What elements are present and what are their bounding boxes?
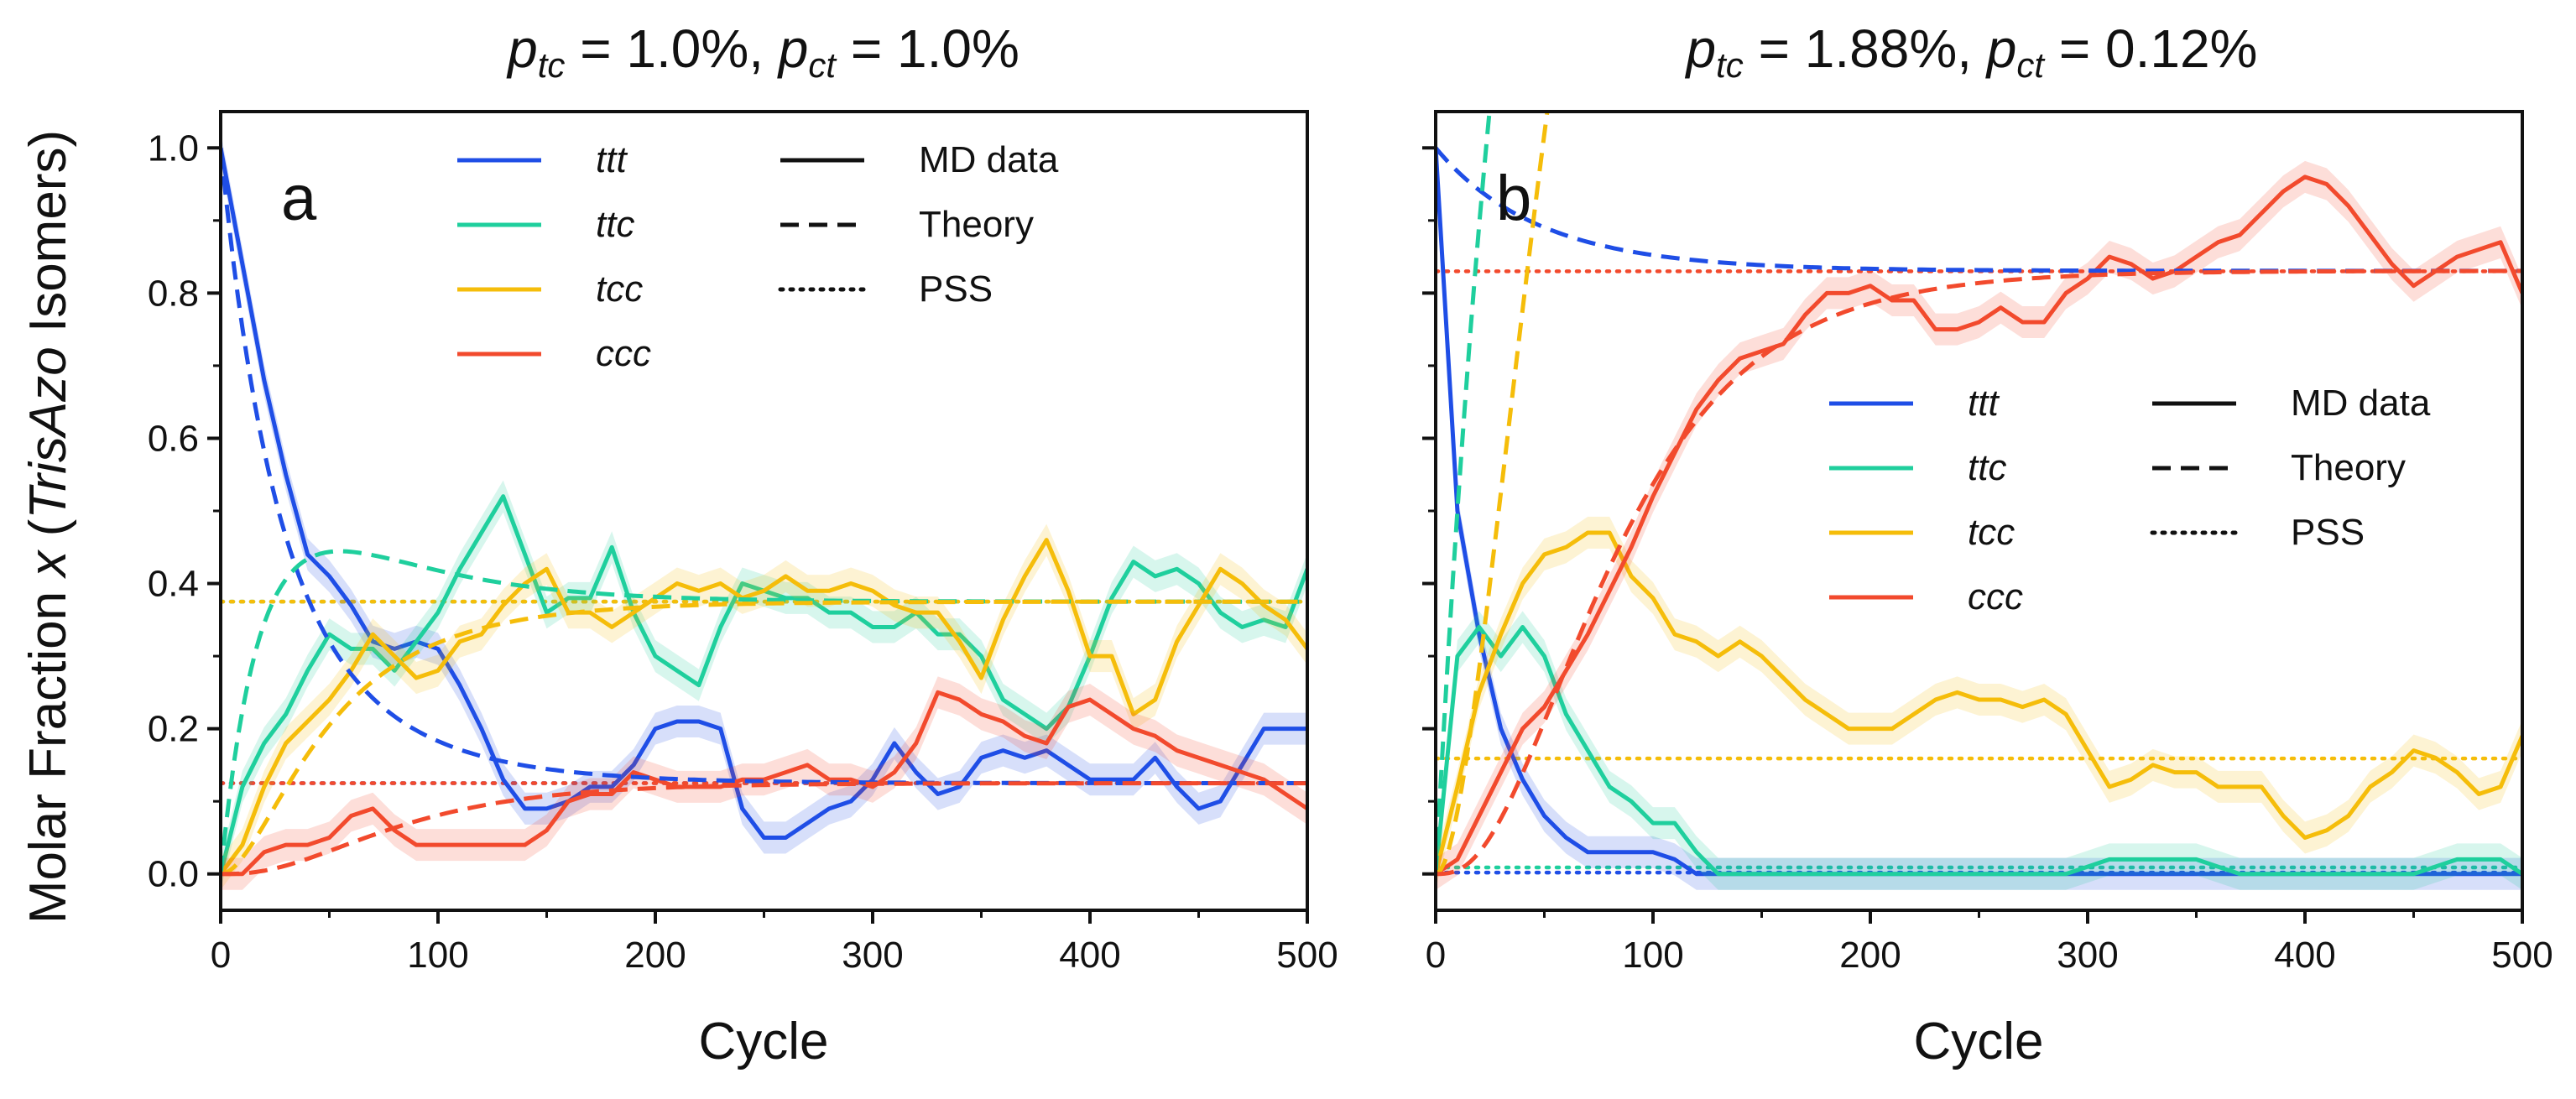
panel-b-title: ptc = 1.88%, pct = 0.12% [1685, 18, 2258, 85]
panel-b-x-axis-label: Cycle [1913, 1013, 2043, 1070]
panel-a: ptc = 1.0%, pct = 1.0% 0 100 200 300 400 5000… [148, 18, 1338, 1070]
y-tick-label: 0.4 [148, 564, 199, 605]
x-tick-label: 300 [2057, 935, 2118, 976]
x-tick-label: 100 [407, 935, 468, 976]
md-band-ccc [1436, 160, 2522, 890]
y-axis-label: Molar Fraction x (TrisAzo Isomers) [19, 130, 77, 924]
legend-label-tcc: tcc [596, 268, 643, 310]
x-tick-label: 0 [1426, 935, 1446, 976]
md-line-tcc [221, 538, 1307, 876]
theory-line-tcc [1436, 112, 1550, 876]
x-tick-label: 500 [2491, 935, 2553, 976]
legend-label-ttc: ttc [596, 204, 634, 245]
legend-label-ttc: ttc [1968, 447, 2006, 488]
x-tick-label: 400 [2274, 935, 2335, 976]
x-tick-label: 300 [842, 935, 903, 976]
theory-line-ttt [221, 148, 1307, 785]
panel-a-letter: a [281, 163, 317, 234]
md-line-tcc [1436, 530, 2522, 875]
legend-style-label: Theory [2291, 447, 2406, 488]
panel-b-letter: b [1496, 163, 1531, 234]
md-band-tcc [1436, 516, 2522, 890]
theory-line-ccc [1436, 268, 2522, 877]
legend-label-ttt: ttt [1968, 383, 2000, 424]
x-tick-label: 100 [1622, 935, 1683, 976]
legend-label-ttt: ttt [596, 139, 628, 180]
y-tick-label: 1.0 [148, 128, 199, 169]
legend-style-label: MD data [919, 139, 1059, 180]
theory-line-ccc [221, 781, 1307, 877]
panel-b: ptc = 1.88%, pct = 0.12% 0 100 200 300 400 50… [1422, 18, 2553, 1070]
theory-line-tcc [221, 599, 1307, 877]
x-tick-label: 200 [1839, 935, 1901, 976]
theory-line-ttt [1436, 146, 2522, 273]
panel-b-legend: ttt ttc tcc ccc MD data Theory PSS [1829, 383, 2431, 617]
md-line-ttt [221, 147, 1307, 840]
panel-b-ticks: 0 100 200 300 400 500 [1422, 146, 2553, 976]
legend-style-label: MD data [2291, 383, 2431, 424]
md-band-ttc [1436, 611, 2522, 890]
panel-a-plot-area [221, 132, 1307, 890]
panel-a-ticks: 0 100 200 300 400 500 0.0 0.2 0.4 0.6 0.8 1.0 [148, 128, 1338, 976]
panel-a-x-axis-label: Cycle [698, 1013, 828, 1070]
legend-style-label: PSS [2291, 512, 2365, 553]
panel-b-plot-area [1436, 112, 2522, 890]
theory-line-ttc [1436, 112, 1492, 874]
md-band-tcc [221, 523, 1307, 890]
legend-label-ccc: ccc [1968, 576, 2023, 617]
x-tick-label: 200 [624, 935, 686, 976]
x-tick-label: 0 [211, 935, 231, 976]
legend-style-label: PSS [919, 268, 993, 310]
panel-a-title: ptc = 1.0%, pct = 1.0% [506, 18, 1019, 85]
legend-label-ccc: ccc [596, 333, 651, 374]
x-tick-label: 400 [1059, 935, 1120, 976]
panel-a-legend: ttt ttc tcc ccc MD data Theory PSS [457, 139, 1059, 374]
legend-style-label: Theory [919, 204, 1034, 245]
md-line-ttc [1436, 624, 2522, 877]
y-tick-label: 0.0 [148, 854, 199, 895]
legend-label-tcc: tcc [1968, 512, 2015, 553]
y-tick-label: 0.6 [148, 418, 199, 459]
y-tick-label: 0.8 [148, 273, 199, 314]
x-tick-label: 500 [1276, 935, 1338, 976]
y-tick-label: 0.2 [148, 709, 199, 750]
md-line-ccc [221, 690, 1307, 877]
md-line-ccc [1436, 174, 2522, 876]
